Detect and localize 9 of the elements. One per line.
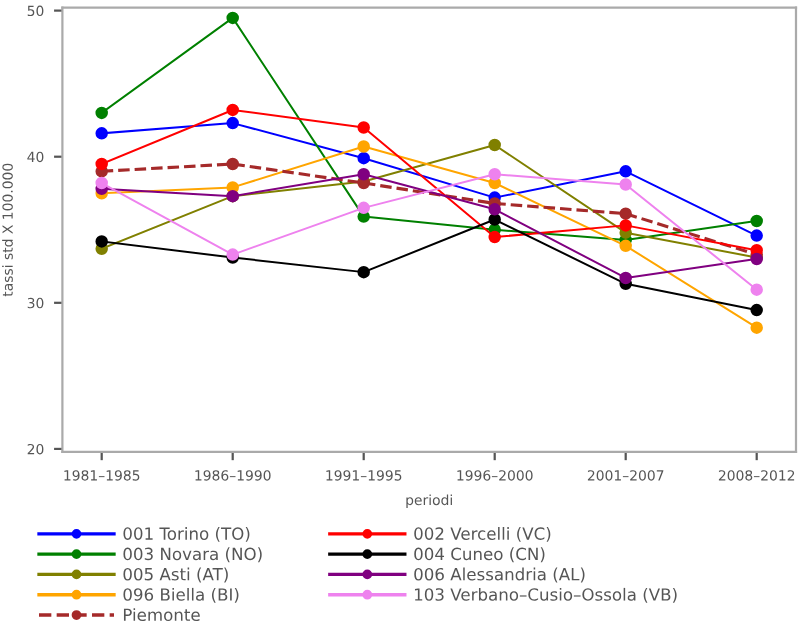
legend-label: 103 Verbano–Cusio–Ossola (VB) [414,587,677,603]
legend-label: 002 Vercelli (VC) [414,527,551,542]
legend-label: 096 Biella (BI) [123,587,239,603]
legend-label: 001 Torino (TO) [123,527,250,542]
legend-label: 004 Cuneo (CN) [414,547,545,563]
legend-label: 003 Novara (NO) [123,547,262,563]
legend-label: Piemonte [123,608,200,622]
legend-label: 006 Alessandria (AL) [414,567,585,583]
legend-label: 005 Asti (AT) [123,567,228,583]
